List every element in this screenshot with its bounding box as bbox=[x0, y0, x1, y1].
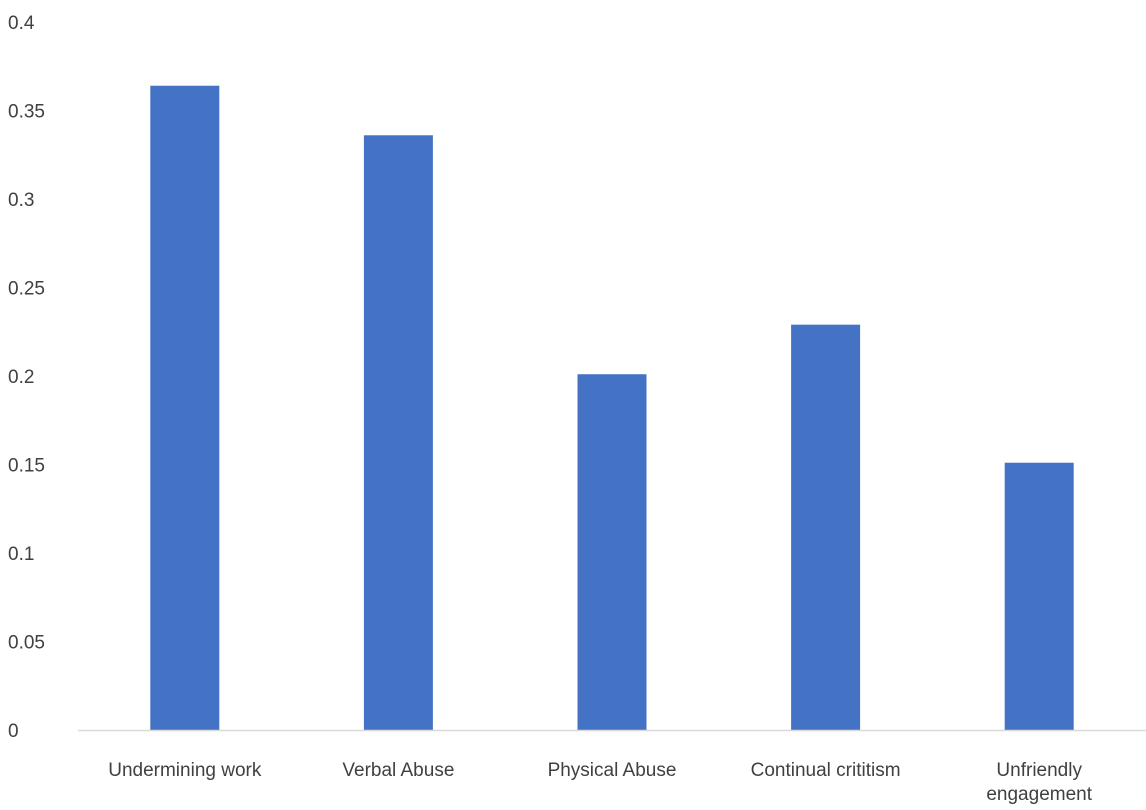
bar bbox=[150, 85, 220, 731]
y-tick-label: 0.35 bbox=[8, 102, 45, 123]
y-tick-label: 0 bbox=[8, 721, 19, 742]
bars bbox=[150, 85, 1074, 731]
x-category-label: Physical Abuse bbox=[548, 760, 677, 781]
bar bbox=[791, 324, 861, 730]
y-tick-label: 0.4 bbox=[8, 13, 35, 34]
y-tick-label: 0.05 bbox=[8, 633, 45, 654]
y-tick-label: 0.3 bbox=[8, 190, 34, 211]
x-axis-labels: Undermining work Verbal Abuse Physical Abu… bbox=[108, 760, 1092, 805]
bar bbox=[1004, 462, 1074, 730]
x-category-label: Continual crititism bbox=[751, 760, 901, 781]
x-category-label: Verbal Abuse bbox=[342, 760, 454, 781]
y-tick-label: 0.1 bbox=[8, 544, 34, 565]
y-tick-label: 0.2 bbox=[8, 367, 34, 388]
bar bbox=[363, 135, 433, 730]
x-category-label: engagement bbox=[986, 784, 1092, 805]
bar bbox=[577, 374, 647, 730]
x-category-label: Undermining work bbox=[108, 760, 262, 781]
x-category-label: Unfriendly bbox=[996, 760, 1082, 781]
y-tick-label: 0.15 bbox=[8, 456, 45, 477]
y-tick-label: 0.25 bbox=[8, 279, 45, 300]
y-axis-ticks: 0 0.05 0.1 0.15 0.2 0.25 0.3 0.35 0.4 bbox=[8, 13, 45, 742]
